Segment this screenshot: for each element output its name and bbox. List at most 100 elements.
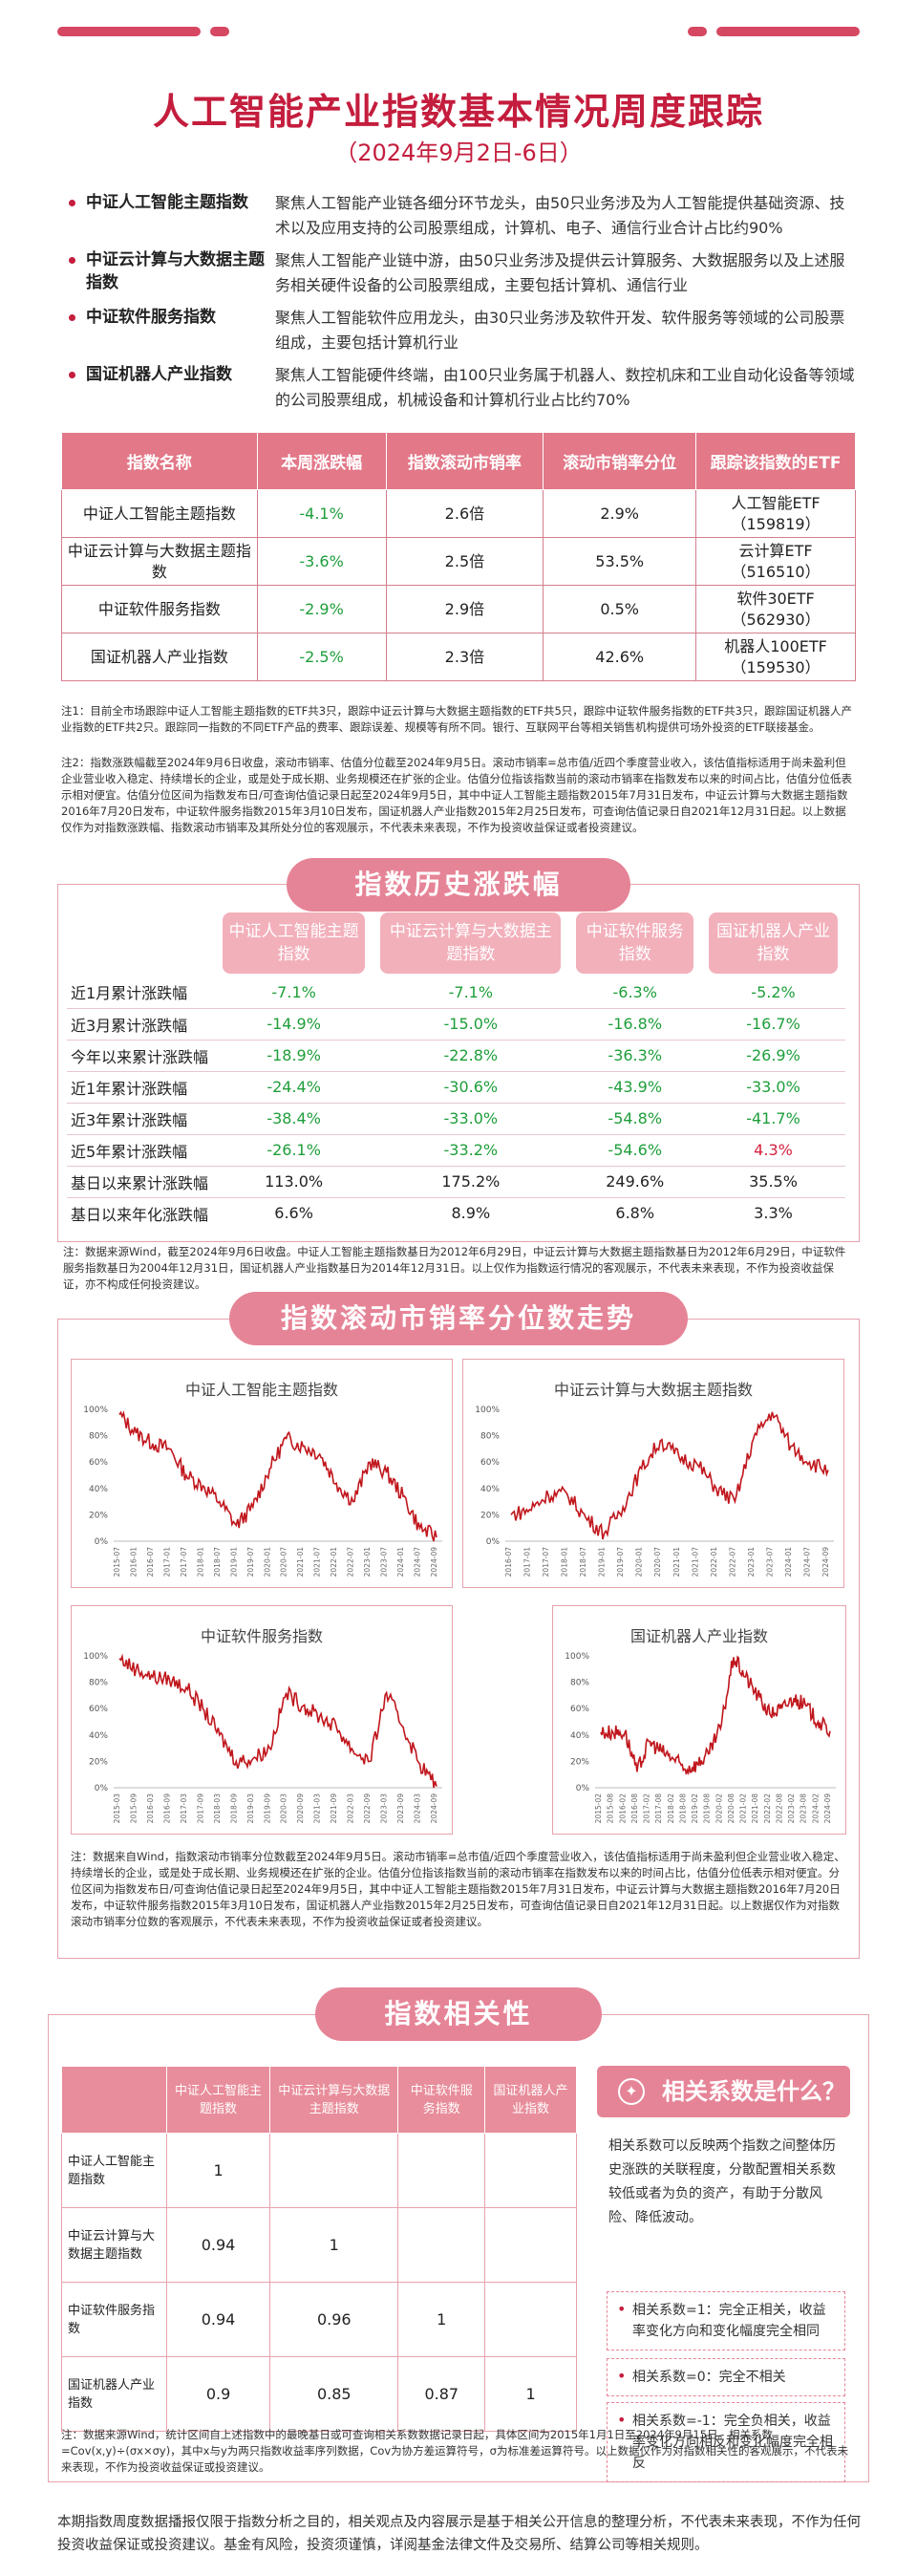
x-tick-label: 2022-01 [330,1547,338,1578]
index-name: 中证人工智能主题指数 [61,489,258,538]
table-row: 基日以来累计涨跌幅 113.0% 175.2% 249.6% 35.5% [67,1166,845,1198]
column-header: 中证云计算与大数据主题指数 [269,2066,399,2134]
x-tick-label: 2019-03 [246,1793,255,1824]
y-tick-label: 80% [570,1679,589,1688]
corr-cell: 0.85 [269,2356,399,2432]
weekly-table: 指数名称 本周涨跌幅 指数滚动市销率 滚动市销率分位 跟踪该指数的ETF 中证人… [61,432,856,681]
row-label: 中证软件服务指数 [61,2282,167,2357]
value-cell: -26.9% [701,1040,845,1072]
table-row: 近3年累计涨跌幅 -38.4% -33.0% -54.8% -41.7% [67,1103,845,1135]
x-tick-label: 2023-07 [380,1547,389,1578]
intro-desc: 聚焦人工智能软件应用龙头，由30只业务涉及软件开发、软件服务等领域的公司股票组成… [275,309,845,352]
corr-cell [484,2207,577,2283]
x-tick-label: 2019-08 [703,1793,712,1824]
y-tick-label: 100% [475,1406,500,1415]
y-tick-label: 20% [89,1757,108,1767]
x-tick-label: 2024-02 [811,1793,820,1824]
table-row: 中证软件服务指数 0.94 0.96 1 [61,2282,577,2357]
chart-svg: 100% 80% 60% 40% 20% 0% 2015-07 2016-01 2016-07 2… [83,1406,442,1578]
x-tick-label: 2024-01 [396,1547,405,1578]
x-tick-label: 2017-07 [180,1547,188,1578]
etf-cell: 云计算ETF （516510） [695,537,856,586]
value-cell: -36.3% [568,1040,702,1072]
table-row: 中证云计算与大数据主题指数 0.94 1 [61,2207,577,2283]
x-tick-label: 2019-01 [598,1547,607,1578]
column-header: 中证人工智能主题指数 [165,2066,271,2134]
table-row: 中证软件服务指数 -2.9% 2.9倍 0.5% 软件30ETF （562930） [61,585,856,633]
ps-percentile: 0.5% [543,585,697,633]
x-tick-label: 2018-07 [213,1547,222,1578]
table-row: 国证机器人产业指数 0.9 0.85 0.87 1 [61,2356,577,2432]
y-tick-label: 40% [570,1731,589,1741]
y-tick-label: 60% [89,1458,108,1468]
x-tick-label: 2015-09 [129,1793,138,1824]
x-tick-label: 2019-07 [246,1547,255,1578]
value-cell: -24.4% [215,1071,373,1104]
chart-svg: 100% 80% 60% 40% 20% 0% 2015-03 2015-09 2016-03 2… [83,1652,442,1824]
x-tick-label: 2024-01 [784,1547,793,1578]
x-tick-label: 2020-02 [714,1793,723,1824]
x-tick-label: 2021-09 [330,1793,338,1824]
weekly-change: -2.5% [256,633,387,681]
history-title: 指数历史涨跌幅 [287,858,630,912]
corr-cell: 1 [269,2207,399,2283]
value-cell: -38.4% [215,1103,373,1135]
intro-desc: 聚焦人工智能产业链中游，由50只业务涉及提供云计算服务、大数据服务以及上述服务相… [275,251,845,294]
x-tick-label: 2021-01 [672,1547,681,1578]
corr-cell [484,2133,577,2208]
table-row: 中证云计算与大数据主题指数 -3.6% 2.5倍 53.5% 云计算ETF （51… [61,537,856,586]
value-cell: 6.8% [615,1204,655,1223]
page-subtitle: （2024年9月2日-6日） [334,140,583,166]
column-header: 指数名称 [61,432,258,490]
intro-item: 中证人工智能主题指数 聚焦人工智能产业链各细分环节龙头，由50只业务涉及为人工智… [65,191,858,241]
x-tick-label: 2023-02 [787,1793,796,1824]
corr-cell [397,2133,486,2208]
x-tick-label: 2020-08 [727,1793,736,1824]
index-name: 国证机器人产业指数 [61,633,258,681]
x-tick-label: 2022-08 [775,1793,783,1824]
chart-title: 国证机器人产业指数 [629,1627,768,1645]
x-tick-label: 2023-07 [765,1547,774,1578]
x-tick-label: 2020-07 [653,1547,662,1578]
disclaimer-footer: 本期指数周度数据播报仅限于指数分析之目的，相关观点及内容展示是基于相关公开信息的… [57,2515,861,2553]
etf-code: （562930） [731,610,821,629]
table-row: 中证人工智能主题指数 -4.1% 2.6倍 2.9% 人工智能ETF （15981… [61,489,856,538]
correlation-title: 指数相关性 [315,1987,602,2041]
value-cell: 113.0% [215,1166,373,1198]
chart-ai-index: 中证人工智能主题指数 100% 80% 60% 40% 20% 0% 2015-07 2016… [71,1359,453,1588]
etf-name: 机器人100ETF [724,636,827,655]
ps-ratio: 2.3倍 [385,633,544,681]
table-row: 今年以来累计涨跌幅 -18.9% -22.8% -36.3% -26.9% [67,1040,845,1072]
x-tick-label: 2020-03 [280,1793,288,1824]
row-label: 基日以来年化涨跌幅 [71,1205,209,1224]
x-tick-label: 2016-02 [618,1793,627,1824]
value-cell: 4.3% [701,1134,845,1167]
value-cell: -15.0% [373,1008,569,1041]
intro-item: 中证软件服务指数 聚焦人工智能软件应用龙头，由30只业务涉及软件开发、软件服务等… [65,306,858,355]
x-tick-label: 2017-01 [523,1547,532,1578]
column-header: 中证人工智能主题指数 [215,910,373,977]
percentile-note: 注：数据来自Wind，指数滚动市销率分位数截至2024年9月5日。滚动市销率=总… [71,1850,845,1928]
ps-percentile: 53.5% [543,537,697,586]
column-header: 中证云计算与大数据主题指数 [373,910,568,977]
y-tick-label: 40% [89,1485,108,1494]
header-stripe [57,27,201,36]
ps-ratio: 2.9倍 [385,585,544,633]
correlation-note: 注：数据来源Wind，统计区间自上述指数中的最晚基日或可查询相关系数数据记录日起… [61,2428,848,2474]
x-tick-label: 2020-01 [635,1547,644,1578]
column-header: 本周涨跌幅 [256,432,387,490]
x-tick-label: 2020-01 [263,1547,271,1578]
value-cell: -18.9% [215,1040,373,1072]
value-cell: -33.0% [701,1071,845,1104]
x-tick-label: 2024-07 [802,1547,811,1578]
etf-cell: 软件30ETF （562930） [695,585,856,633]
percentile-title: 指数滚动市销率分位数走势 [229,1292,688,1345]
etf-name: 人工智能ETF [731,493,821,512]
x-tick-label: 2020-09 [296,1793,305,1824]
x-tick-label: 2018-01 [196,1547,204,1578]
x-tick-label: 2018-01 [561,1547,569,1578]
weekly-change: -2.9% [256,585,387,633]
value-cell: -7.1% [215,977,373,1009]
table-row: 基日以来年化涨跌幅 6.6% 8.9% 6.8% 3.3% [67,1197,845,1229]
column-header: 中证软件服务指数 [397,2066,486,2134]
